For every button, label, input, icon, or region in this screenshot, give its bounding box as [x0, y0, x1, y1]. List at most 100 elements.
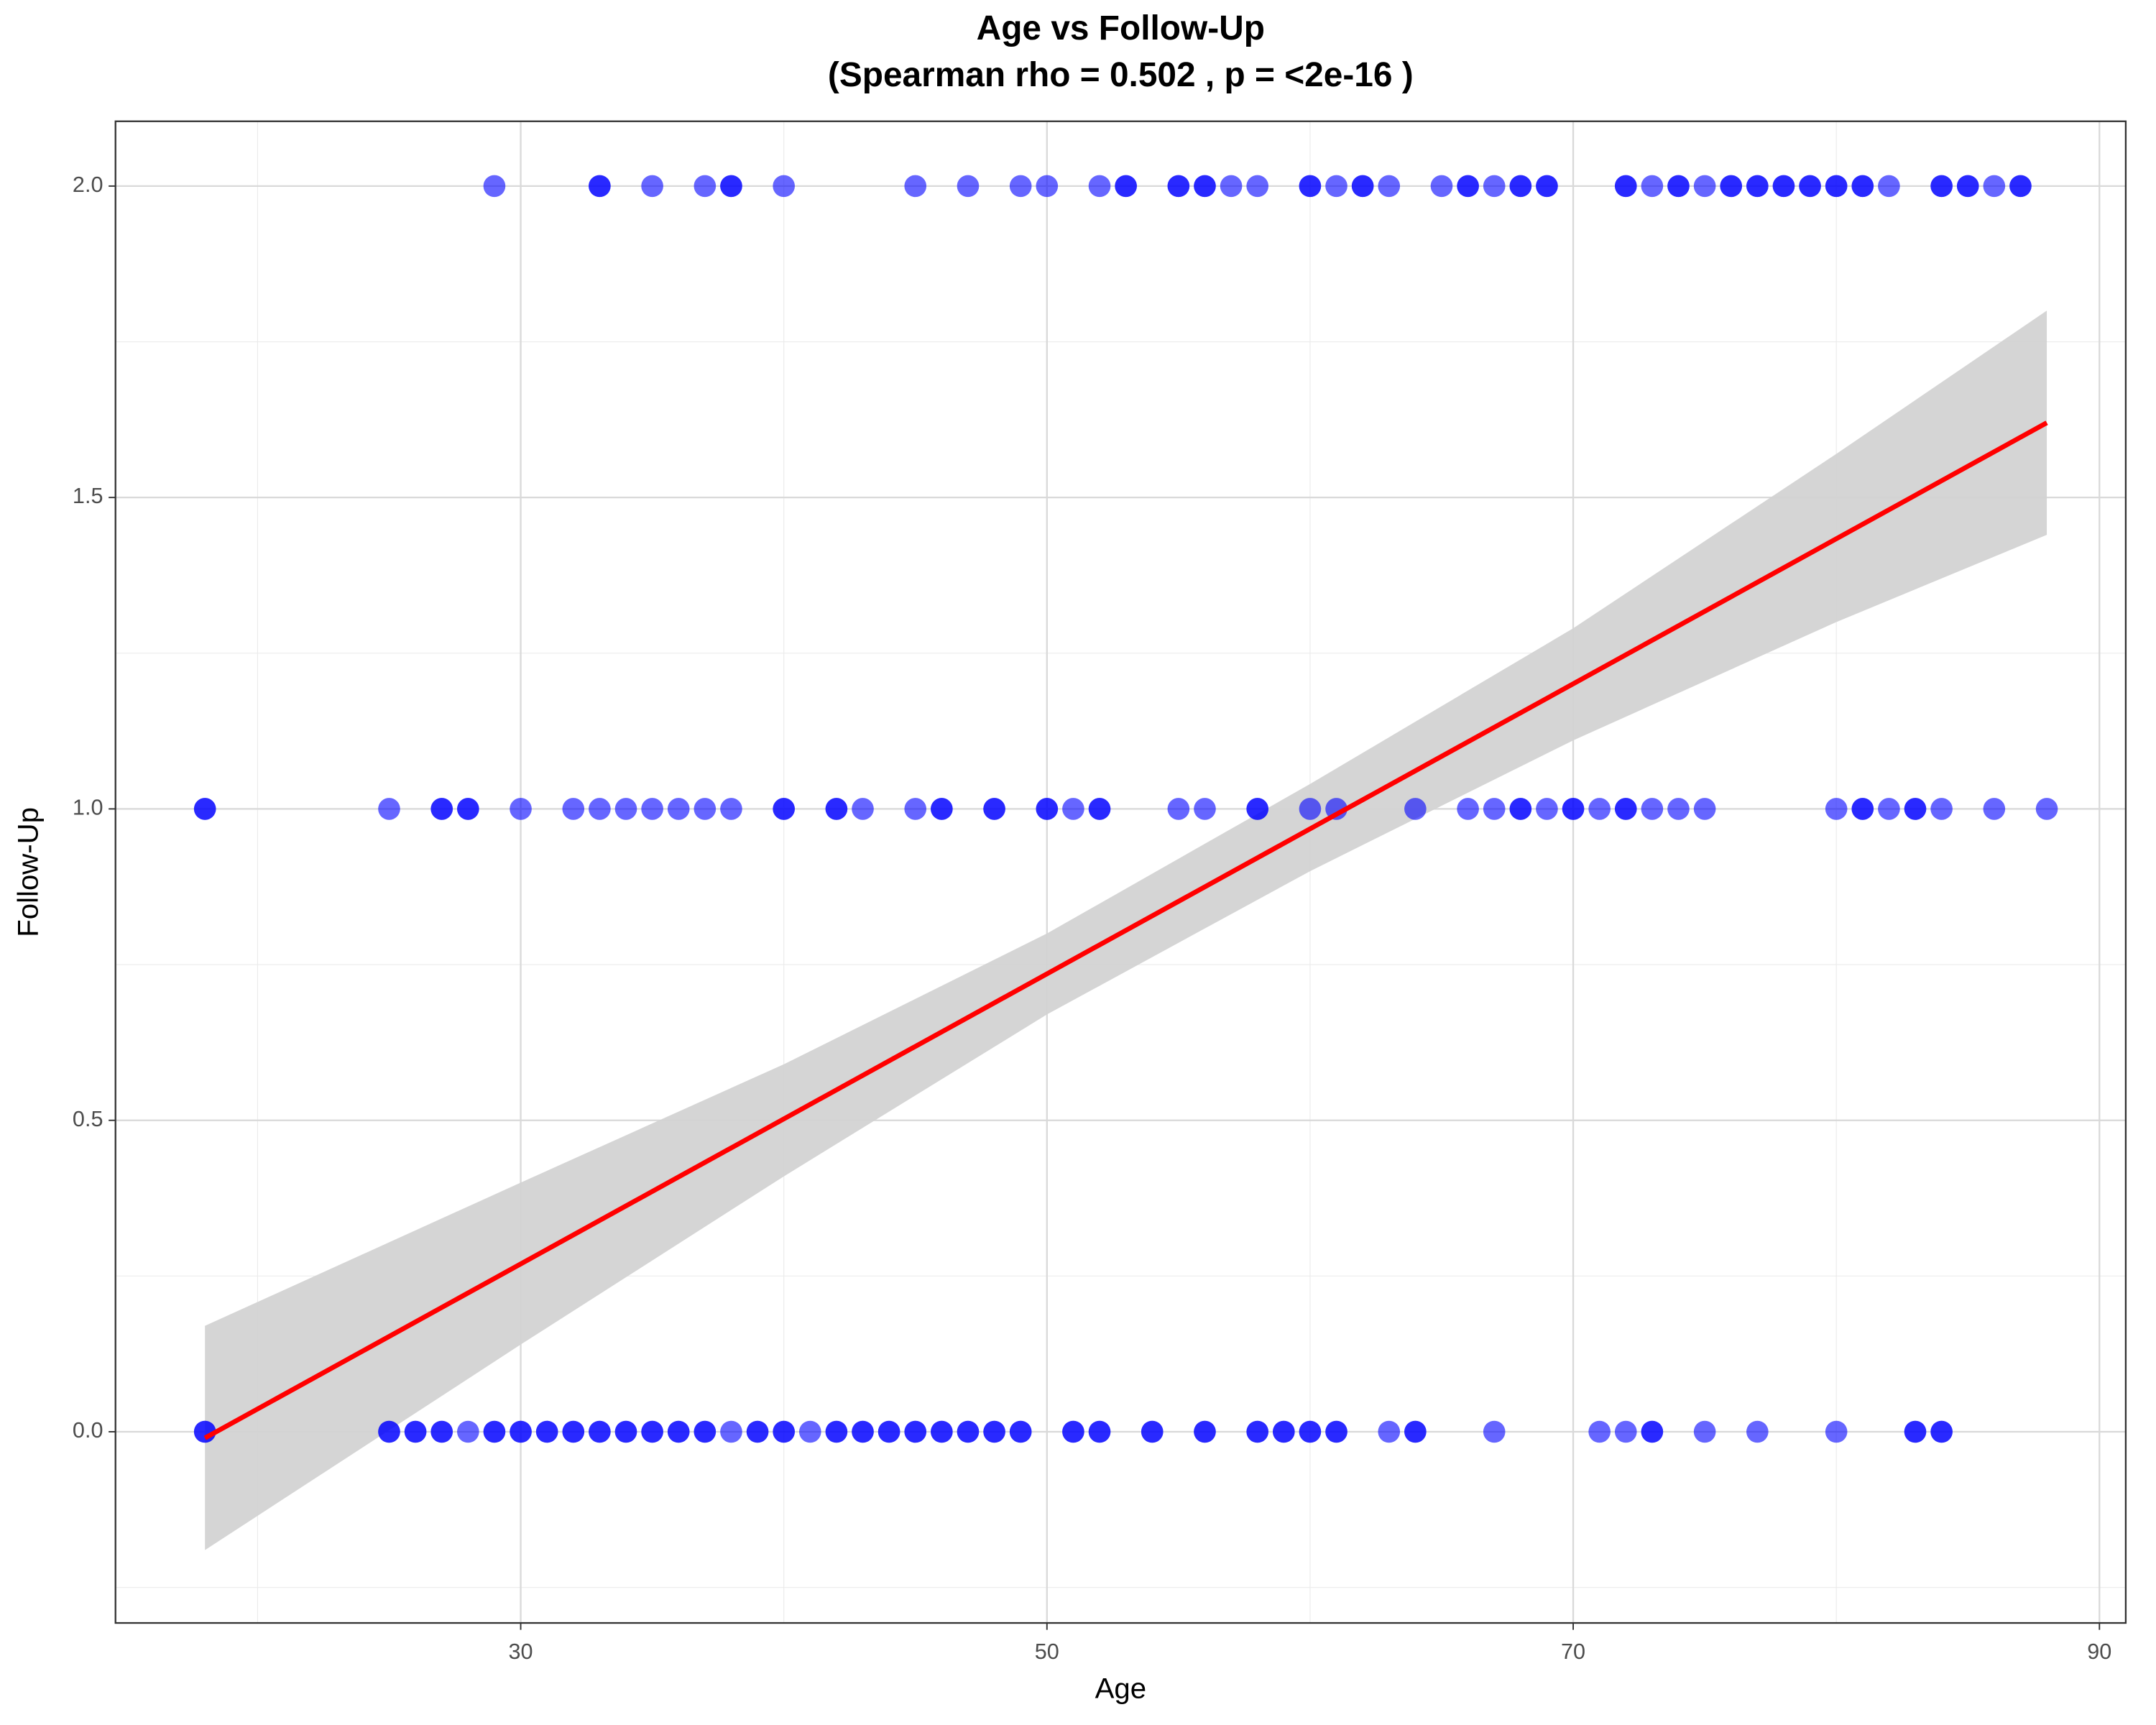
point	[1693, 1420, 1716, 1443]
point	[904, 1420, 927, 1443]
point	[1036, 175, 1059, 198]
x-tick-label: 90	[2087, 1639, 2111, 1664]
point	[1878, 175, 1900, 198]
point	[798, 1420, 821, 1443]
point	[1220, 175, 1243, 198]
y-tick-label: 1.0	[73, 796, 103, 820]
x-axis-title: Age	[1095, 1672, 1146, 1704]
point	[378, 1420, 400, 1443]
point	[483, 175, 506, 198]
point	[1614, 175, 1637, 198]
point	[1194, 798, 1216, 820]
point	[1956, 175, 1979, 198]
point	[535, 1420, 558, 1443]
point	[773, 175, 795, 198]
point	[1194, 175, 1216, 198]
point	[1167, 175, 1190, 198]
point	[720, 798, 742, 820]
point	[430, 1420, 453, 1443]
point	[720, 175, 742, 198]
point	[1667, 175, 1690, 198]
point	[694, 175, 717, 198]
point	[1614, 798, 1637, 820]
point	[1036, 798, 1059, 820]
point	[1720, 175, 1743, 198]
point	[694, 798, 717, 820]
point	[746, 1420, 769, 1443]
point	[510, 1420, 532, 1443]
point	[1457, 175, 1479, 198]
point	[983, 1420, 1005, 1443]
point	[1930, 175, 1953, 198]
point	[1904, 798, 1927, 820]
point	[852, 1420, 874, 1443]
point	[1588, 798, 1611, 820]
point	[641, 1420, 663, 1443]
point	[1536, 175, 1558, 198]
plot-area	[193, 175, 2058, 1550]
chart-title: Age vs Follow-Up	[977, 9, 1265, 47]
point	[1588, 1420, 1611, 1443]
point	[1299, 798, 1322, 820]
point	[1825, 175, 1848, 198]
x-tick-label: 30	[509, 1639, 533, 1664]
point	[614, 1420, 637, 1443]
point	[1483, 798, 1506, 820]
panel-border	[114, 120, 2127, 1624]
point	[1115, 175, 1137, 198]
grid	[115, 121, 2126, 1624]
point	[957, 1420, 980, 1443]
point	[1325, 175, 1348, 198]
point	[641, 175, 663, 198]
point	[1509, 798, 1532, 820]
point	[1641, 1420, 1664, 1443]
point	[931, 1420, 953, 1443]
point	[1772, 175, 1795, 198]
point	[1930, 798, 1953, 820]
point	[1667, 798, 1690, 820]
point	[1141, 1420, 1164, 1443]
point	[1088, 1420, 1111, 1443]
y-tick-label: 2.0	[73, 172, 103, 197]
chart-subtitle: (Spearman rho = 0.502 , p = <2e-16 )	[828, 56, 1414, 94]
point	[457, 798, 479, 820]
point	[614, 798, 637, 820]
y-tick-label: 0.0	[73, 1418, 103, 1443]
point	[1825, 798, 1848, 820]
point	[1246, 798, 1269, 820]
point	[1404, 798, 1427, 820]
point	[1430, 175, 1453, 198]
point	[1378, 1420, 1401, 1443]
point	[510, 798, 532, 820]
point	[1325, 798, 1348, 820]
point	[457, 1420, 479, 1443]
x-tick-label: 50	[1035, 1639, 1059, 1664]
x-tick-label: 70	[1561, 1639, 1585, 1664]
point	[1299, 1420, 1322, 1443]
point	[1536, 798, 1558, 820]
point	[1062, 1420, 1084, 1443]
point	[378, 798, 400, 820]
point	[1799, 175, 1821, 198]
point	[1404, 1420, 1427, 1443]
point	[1088, 175, 1111, 198]
point	[1378, 175, 1401, 198]
point	[1641, 798, 1664, 820]
point	[694, 1420, 717, 1443]
point	[2009, 175, 2032, 198]
point	[589, 175, 611, 198]
point	[1825, 1420, 1848, 1443]
point	[720, 1420, 742, 1443]
point	[562, 798, 585, 820]
point	[773, 1420, 795, 1443]
point	[193, 798, 216, 820]
y-axis-title: Follow-Up	[12, 807, 45, 937]
point	[1851, 798, 1874, 820]
point	[404, 1420, 427, 1443]
point	[1878, 798, 1900, 820]
point	[1641, 175, 1664, 198]
y-tick-label: 0.5	[73, 1107, 103, 1131]
point	[1009, 1420, 1032, 1443]
point	[1088, 798, 1111, 820]
